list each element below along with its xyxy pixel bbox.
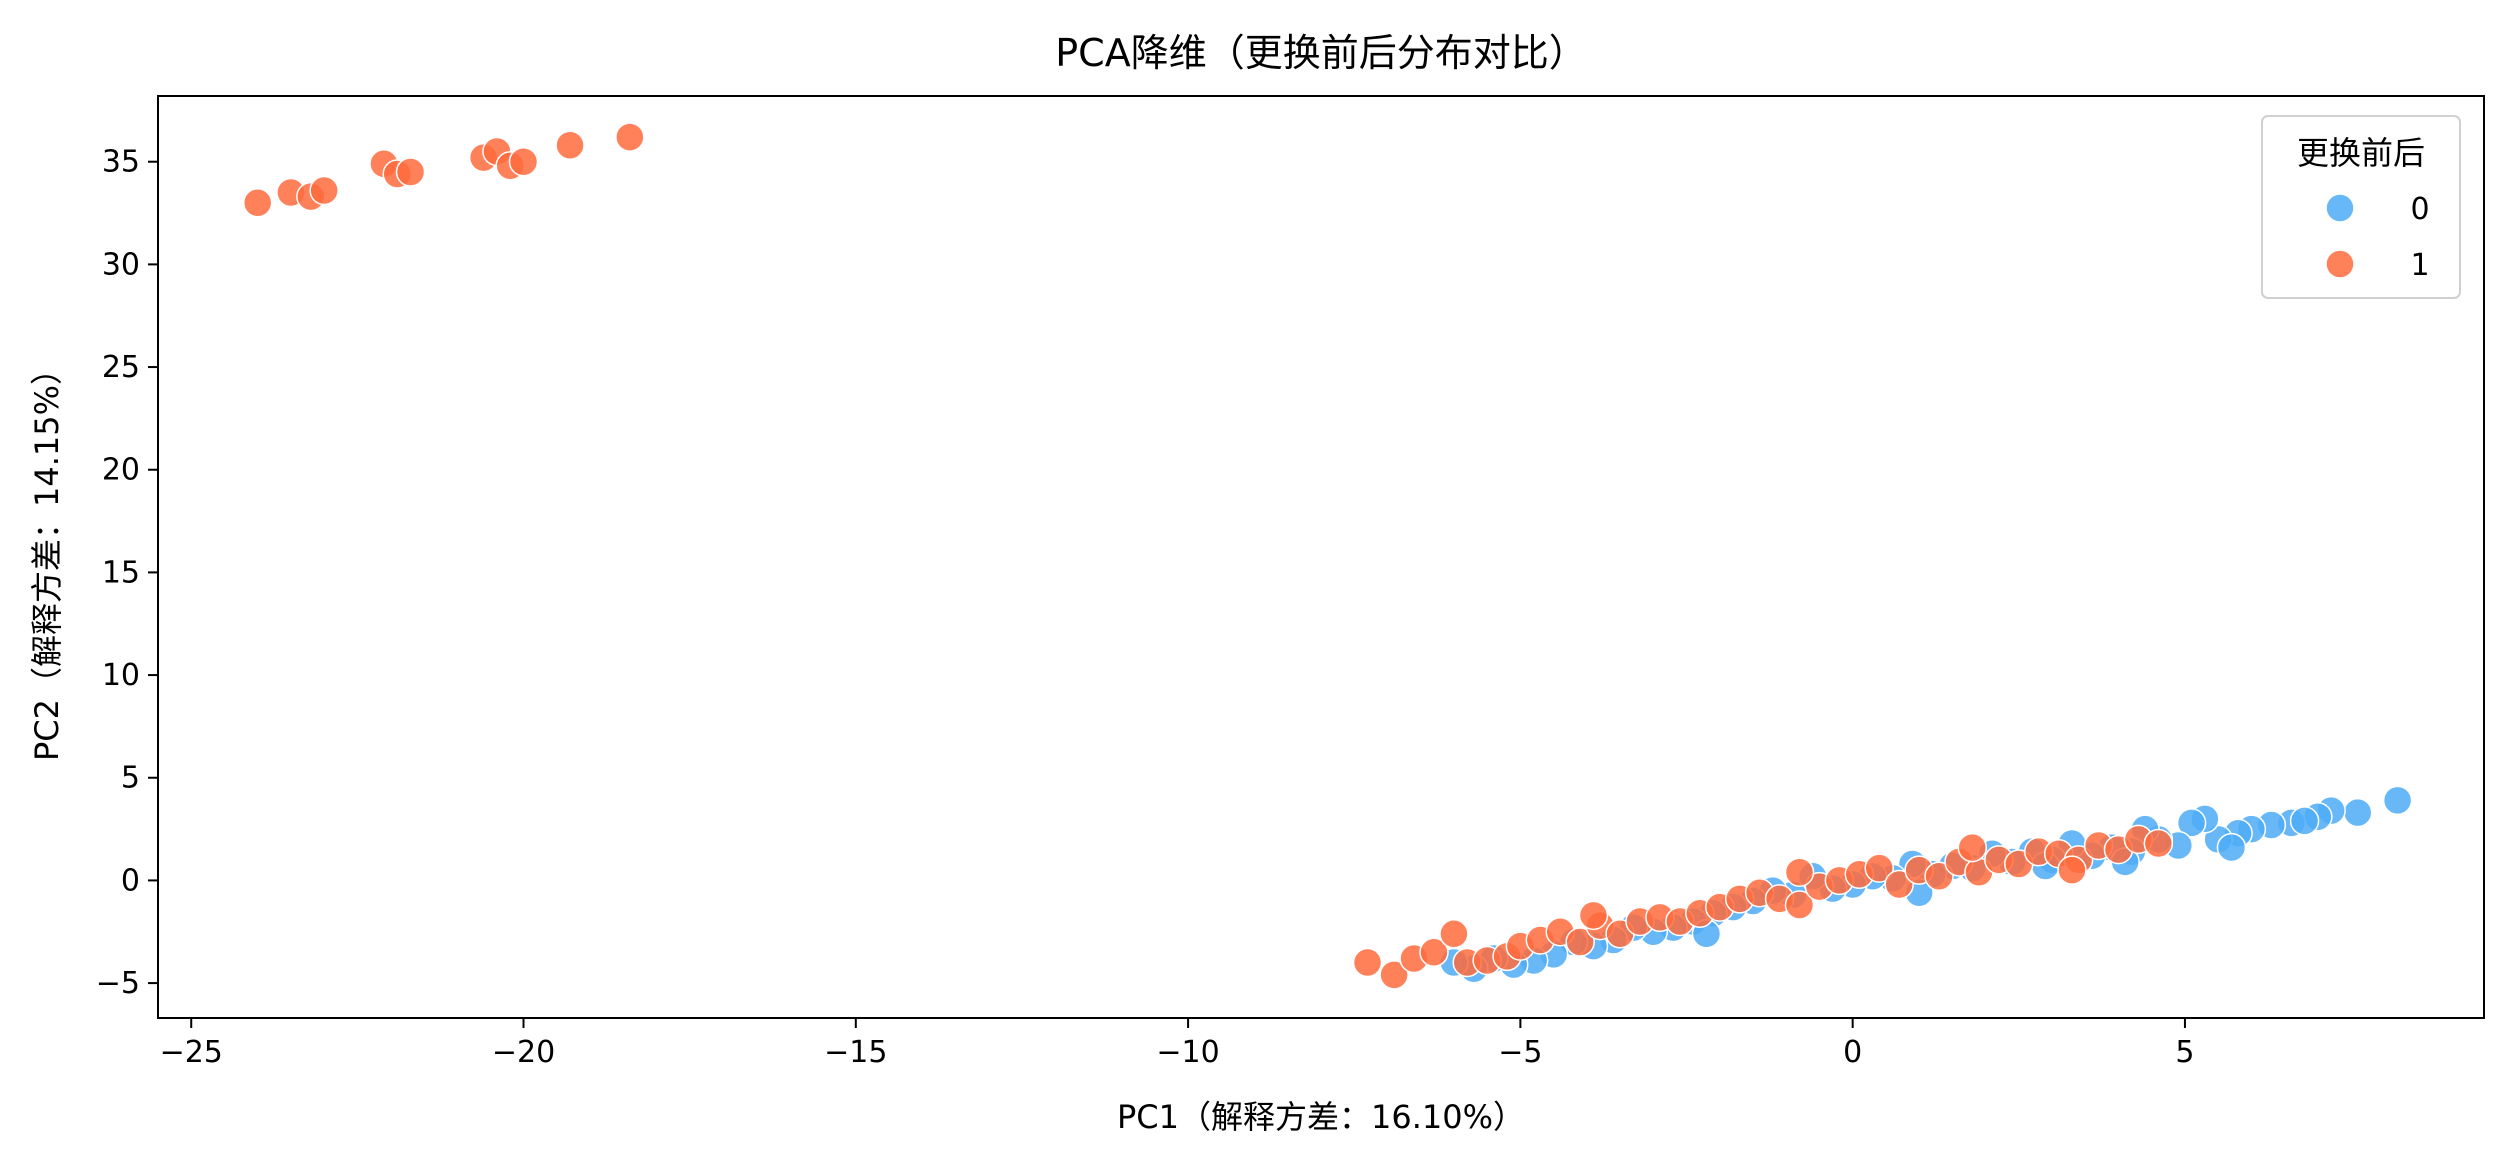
scatter-point-series-1 [1784, 857, 1815, 887]
scatter-point-series-1 [1379, 960, 1409, 990]
x-tick-label: −20 [492, 1035, 555, 1070]
x-axis: −25 −20 −15 −10 −5 0 5 [160, 1018, 2194, 1070]
legend-label-0: 0 [2410, 192, 2429, 227]
scatter-point-series-1 [2143, 828, 2174, 859]
scatter-point-series-1 [1864, 853, 1894, 883]
x-tick-label: −10 [1156, 1035, 1219, 1070]
chart-title: PCA降维（更换前后分布对比） [1055, 31, 1586, 75]
legend-title: 更换前后 [2297, 134, 2425, 172]
scatter-point-series-1 [1924, 861, 1954, 892]
scatter-point-series-0 [2216, 832, 2247, 863]
scatter-point-series-1 [1578, 900, 1609, 931]
x-tick-label: 5 [2175, 1035, 2194, 1070]
scatter-point-series-1 [2057, 855, 2087, 885]
scatter-point-series-0 [2342, 797, 2373, 828]
y-tick-label: 30 [102, 247, 140, 282]
x-tick-label: −5 [1498, 1035, 1542, 1070]
scatter-point-series-1 [1884, 869, 1914, 900]
y-axis-title: PC2（解释方差：14.15%） [28, 353, 66, 761]
scatter-point-series-1 [395, 157, 426, 187]
scatter-point-series-1 [309, 175, 339, 206]
y-tick-label: 5 [121, 761, 140, 796]
legend-marker-0 [2325, 193, 2355, 223]
scatter-point-series-1 [1419, 937, 1449, 968]
scatter-point-series-1 [555, 130, 585, 161]
y-tick-label: 35 [102, 145, 140, 180]
y-tick-label: 10 [102, 658, 140, 693]
scatter-point-series-1 [1352, 947, 1383, 978]
scatter-point-series-1 [1565, 927, 1595, 957]
y-axis: −5 0 5 10 15 20 25 30 35 [96, 145, 158, 1001]
scatter-point-series-0 [2289, 806, 2320, 836]
scatter-point-series-1 [1439, 919, 1469, 949]
scatter-point-series-1 [615, 122, 645, 152]
x-tick-label: 0 [1843, 1035, 1862, 1070]
y-tick-label: 20 [102, 453, 140, 488]
legend-marker-1 [2325, 249, 2355, 279]
y-tick-label: −5 [96, 966, 140, 1001]
y-tick-label: 15 [102, 555, 140, 590]
legend-label-1: 1 [2410, 248, 2429, 283]
legend: 更换前后 0 1 [2261, 115, 2461, 299]
scatter-point-series-1 [1957, 832, 1988, 863]
scatter-point-series-1 [1784, 890, 1815, 920]
x-tick-label: −25 [160, 1035, 223, 1070]
x-axis-title: PC1（解释方差：16.10%） [1117, 1098, 1525, 1136]
scatter-point-series-1 [508, 146, 539, 177]
y-tick-label: 25 [102, 350, 140, 385]
y-tick-label: 0 [121, 863, 140, 898]
plot-area [157, 95, 2485, 1019]
scatter-point-series-1 [242, 188, 273, 218]
legend-box [2261, 115, 2461, 299]
scatter-points [242, 122, 2413, 990]
x-tick-label: −15 [824, 1035, 887, 1070]
scatter-point-series-0 [2382, 785, 2413, 816]
scatter-point-series-0 [2176, 808, 2207, 838]
